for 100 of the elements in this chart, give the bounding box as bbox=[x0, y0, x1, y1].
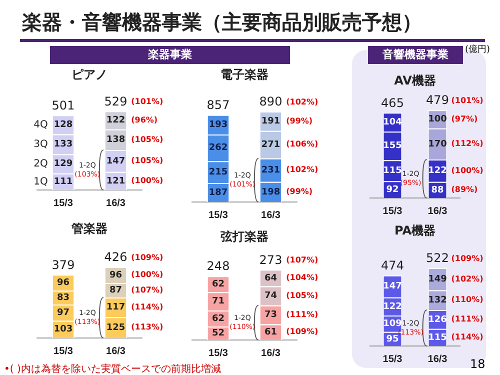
annotation: (107%) bbox=[131, 285, 164, 294]
data-label: 73 bbox=[264, 310, 278, 320]
annotation: (100%) bbox=[131, 176, 164, 186]
total-label: 890 bbox=[259, 94, 282, 109]
annotation: (112%) bbox=[451, 139, 484, 148]
data-label: 215 bbox=[208, 167, 228, 178]
data-label: 122 bbox=[428, 166, 447, 176]
x-tick-label: 15/3 bbox=[208, 210, 228, 221]
annotation: (105%) bbox=[131, 134, 164, 144]
total-label: 479 bbox=[426, 93, 449, 108]
text: 18 bbox=[470, 357, 486, 371]
chart-title: 電子楽器 bbox=[220, 67, 268, 82]
data-label: 71 bbox=[212, 296, 225, 307]
annotation: (89%) bbox=[451, 185, 478, 194]
x-tick-label: 16/3 bbox=[106, 198, 126, 209]
total-label: 379 bbox=[52, 258, 75, 272]
series-label: 3Q bbox=[34, 138, 48, 150]
annotation: (111%) bbox=[451, 314, 484, 324]
total-label: 857 bbox=[206, 98, 230, 112]
data-label: 129 bbox=[54, 159, 73, 170]
annotation: (113%) bbox=[131, 322, 164, 332]
data-label: 88 bbox=[431, 185, 444, 196]
data-label: 103 bbox=[54, 324, 73, 335]
x-tick-label: 16/3 bbox=[106, 346, 126, 357]
series-label: 1Q bbox=[34, 176, 48, 188]
data-label: 96 bbox=[109, 270, 122, 280]
data-label: 95 bbox=[386, 334, 399, 344]
data-label: 64 bbox=[264, 273, 278, 284]
x-tick-label: 16/3 bbox=[261, 348, 281, 359]
x-tick-label: 15/3 bbox=[382, 354, 403, 365]
text: 楽器・音響機器事業（主要商品別販売予想） bbox=[22, 9, 422, 36]
annotation: (100%) bbox=[451, 166, 484, 175]
data-label: 198 bbox=[261, 187, 280, 198]
data-label: 100 bbox=[428, 114, 447, 125]
annotation: (104%) bbox=[286, 273, 318, 282]
data-label: 74 bbox=[264, 291, 278, 302]
data-label: 121 bbox=[106, 176, 126, 186]
text: (101%) bbox=[451, 96, 484, 106]
data-label: 62 bbox=[212, 314, 225, 324]
data-label: 262 bbox=[208, 143, 228, 154]
annotation: (100%) bbox=[131, 270, 164, 280]
data-label: 187 bbox=[208, 188, 228, 198]
annotation: (96%) bbox=[131, 115, 158, 124]
data-label: 191 bbox=[261, 116, 280, 127]
series-label: 4Q bbox=[34, 119, 48, 130]
x-tick-label: 16/3 bbox=[428, 354, 448, 365]
data-label: 170 bbox=[428, 139, 447, 150]
data-label: 117 bbox=[106, 302, 126, 313]
data-label: 193 bbox=[208, 120, 228, 130]
total-label: 273 bbox=[259, 252, 282, 267]
data-label: 111 bbox=[54, 177, 73, 188]
chart-title: 弦打楽器 bbox=[220, 229, 268, 244]
annotation: (110%) bbox=[451, 295, 484, 304]
x-tick-label: 16/3 bbox=[428, 206, 448, 217]
data-label: 132 bbox=[428, 296, 447, 306]
data-label: 149 bbox=[428, 274, 447, 285]
text: 楽器事業 bbox=[50, 46, 290, 64]
text: (億円) bbox=[465, 44, 490, 56]
chart-title: 管楽器 bbox=[70, 221, 108, 236]
chart-title: ピアノ bbox=[72, 67, 108, 82]
series-label: 2Q bbox=[34, 158, 48, 170]
data-label: 97 bbox=[56, 308, 70, 318]
text: •( )内は為替を除いた実質ベースでの前期比増減 bbox=[4, 362, 221, 375]
total-label: 426 bbox=[104, 250, 128, 264]
data-label: 96 bbox=[56, 278, 70, 288]
data-label: 271 bbox=[261, 140, 280, 150]
annotation: (114%) bbox=[451, 332, 484, 342]
annotation: (102%) bbox=[451, 274, 484, 284]
annotation: (99%) bbox=[286, 116, 313, 126]
data-label: 83 bbox=[56, 292, 70, 303]
data-label: 122 bbox=[383, 302, 402, 312]
data-label: 87 bbox=[109, 286, 122, 296]
data-label: 155 bbox=[383, 141, 402, 152]
text: (109%) bbox=[131, 253, 164, 262]
text: (101%) bbox=[131, 97, 164, 106]
total-label: 501 bbox=[52, 98, 75, 112]
data-label: 62 bbox=[212, 279, 225, 290]
text: (109%) bbox=[451, 254, 484, 264]
x-tick-label: 15/3 bbox=[54, 198, 74, 209]
chart-title: AV機器 bbox=[394, 73, 436, 88]
total-label: 529 bbox=[104, 94, 128, 108]
data-label: 147 bbox=[383, 282, 402, 292]
total-label: 465 bbox=[381, 96, 404, 110]
annotation: (105%) bbox=[131, 156, 164, 166]
data-label: 122 bbox=[106, 116, 126, 126]
data-label: 52 bbox=[212, 328, 225, 339]
data-label: 61 bbox=[264, 327, 278, 338]
annotation: (109%) bbox=[286, 327, 318, 336]
data-label: 125 bbox=[106, 322, 126, 333]
x-tick-label: 16/3 bbox=[261, 210, 281, 221]
annotation: (105%) bbox=[286, 290, 318, 300]
data-label: 147 bbox=[106, 156, 126, 166]
annotation: (102%) bbox=[286, 165, 318, 174]
data-label: 133 bbox=[54, 140, 73, 150]
text: (102%) bbox=[286, 98, 318, 107]
data-label: 115 bbox=[383, 166, 402, 176]
x-tick-label: 15/3 bbox=[208, 348, 228, 359]
annotation: (111%) bbox=[286, 310, 318, 319]
data-label: 138 bbox=[106, 135, 126, 146]
data-label: 126 bbox=[428, 314, 447, 325]
